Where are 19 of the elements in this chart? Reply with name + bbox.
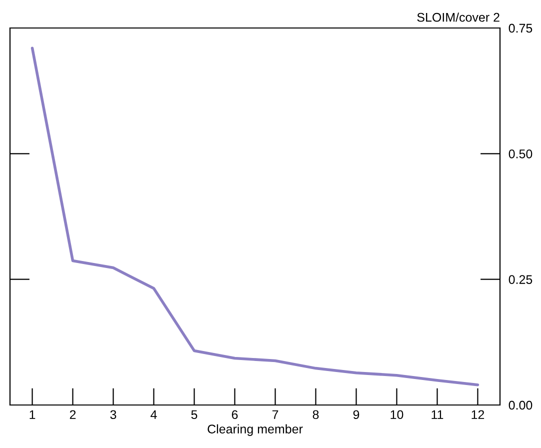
x-tick-label: 4 — [150, 410, 157, 419]
x-tick-label: 9 — [353, 410, 360, 420]
x-tick-label: 5 — [191, 410, 198, 420]
y-tick-label: 0.50 — [508, 149, 532, 158]
y-tick-label: 0.25 — [508, 275, 532, 284]
x-tick-label: 6 — [232, 410, 238, 420]
x-tick-label: 7 — [272, 410, 278, 419]
x-tick-label: 10 — [390, 410, 404, 420]
y-axis-title: SLOIM/cover 2 — [417, 12, 500, 22]
y-tick-label: 0.00 — [508, 400, 532, 410]
x-tick-label: 12 — [472, 410, 484, 419]
x-axis-title: Clearing member — [208, 424, 303, 436]
x-tick-label: 3 — [110, 410, 116, 420]
line-series — [30, 46, 480, 386]
x-tick-label: 2 — [70, 410, 76, 419]
y-tick-label: 0.75 — [508, 24, 532, 33]
x-tick-label: 1 — [30, 410, 36, 419]
x-tick-label: 11 — [432, 410, 444, 419]
x-tick-label: 8 — [312, 410, 319, 420]
